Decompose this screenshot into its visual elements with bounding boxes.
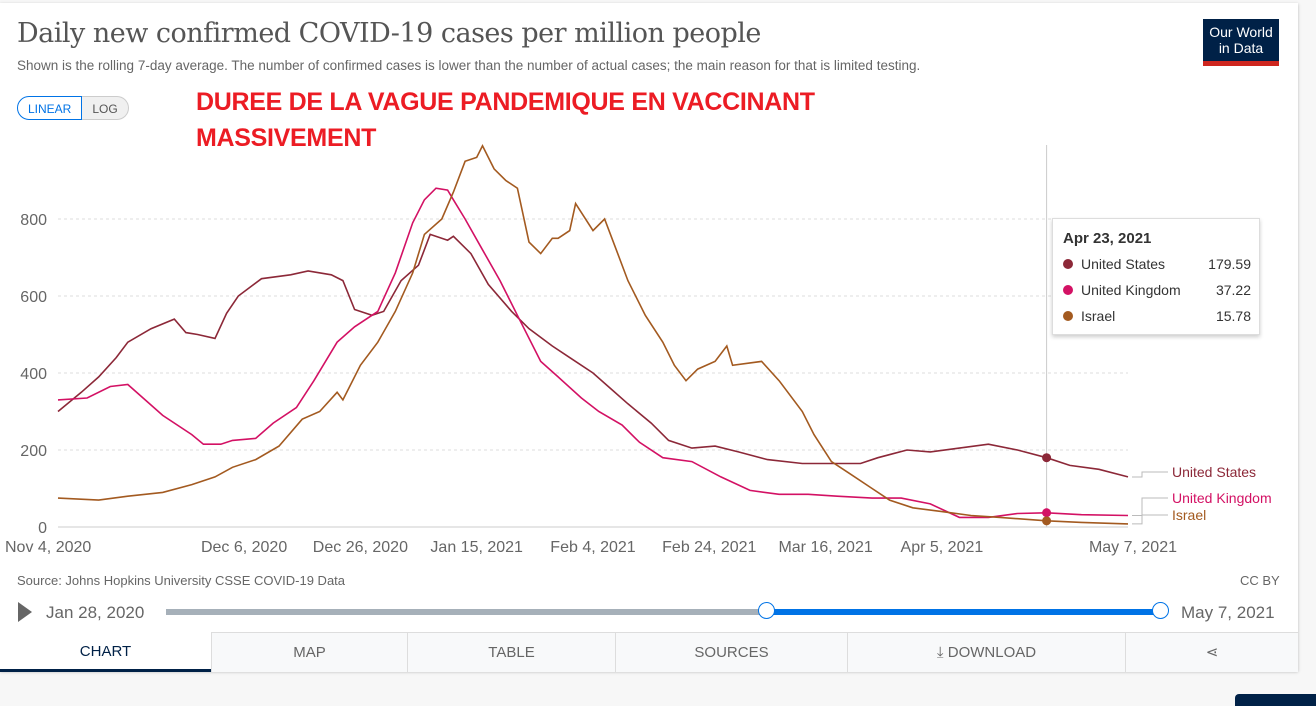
owid-logo[interactable]: Our World in Data [1203,19,1279,66]
tab-map[interactable]: MAP [211,632,407,672]
tab-sources[interactable]: SOURCES [615,632,847,672]
y-tick-label: 200 [20,443,47,460]
logo-line1: Our World [1209,24,1273,40]
timeline-selected-range[interactable] [766,609,1161,615]
download-label: DOWNLOAD [947,644,1037,661]
share-icon: ⋖ [1205,644,1219,661]
legend-leader-line [1132,497,1168,516]
series-dot-icon [1063,311,1073,321]
source-text: Source: Johns Hopkins University CSSE CO… [17,573,346,588]
series-end-label: United Kingdom [1172,490,1272,506]
tooltip-value: 37.22 [1215,282,1251,298]
x-tick-label: Feb 24, 2021 [662,539,756,556]
tooltip-name: United Kingdom [1081,282,1181,298]
series-end-label: United States [1172,464,1256,480]
y-tick-label: 0 [38,520,47,537]
x-tick-label: Dec 6, 2020 [201,539,287,556]
timeline-start-label: Jan 28, 2020 [46,603,145,622]
annotation-line1: DUREE DE LA VAGUE PANDEMIQUE EN VACCINAN… [196,88,815,116]
highlight-point [1042,453,1052,463]
highlight-point [1042,508,1052,518]
highlight-point [1042,516,1052,526]
legend-leader-line [1132,471,1168,478]
tooltip-value: 179.59 [1208,256,1251,272]
tab-chart[interactable]: CHART [0,632,211,672]
x-tick-label: Nov 4, 2020 [5,539,91,556]
license-link[interactable]: CC BY [1240,573,1280,588]
chart-title: Daily new confirmed COVID-19 cases per m… [17,18,761,49]
series-line-united-kingdom [57,187,1129,519]
scale-toggle: LINEAR LOG [17,96,129,120]
tooltip-row: United Kingdom 37.22 [1063,282,1251,298]
x-tick-label: Jan 15, 2021 [430,539,523,556]
tooltip-name: Israel [1081,308,1116,324]
series-line-united-states [57,233,1129,478]
tooltip: Apr 23, 2021 United States 179.59 United … [1052,218,1260,335]
timeline-end-label: May 7, 2021 [1181,603,1275,622]
share-button[interactable]: ⋖ [1125,632,1298,672]
tab-table[interactable]: TABLE [407,632,615,672]
tab-download[interactable]: ⤓ DOWNLOAD [847,632,1125,672]
tooltip-name: United States [1081,256,1166,272]
series-dot-icon [1063,285,1073,295]
timeline-end-handle[interactable] [1152,602,1169,619]
x-tick-label: Apr 5, 2021 [901,539,984,556]
tooltip-row: United States 179.59 [1063,256,1251,272]
y-tick-label: 400 [20,366,47,383]
timeline-track[interactable] [166,609,766,615]
linear-button[interactable]: LINEAR [17,96,83,120]
x-tick-label: Feb 4, 2021 [550,539,636,556]
tooltip-value: 15.78 [1215,308,1251,324]
timeline-start-handle[interactable] [758,602,775,619]
logo-line2: in Data [1218,40,1264,56]
series-dot-icon [1063,259,1073,269]
tooltip-row: Israel 15.78 [1063,308,1251,324]
x-tick-label: May 7, 2021 [1089,539,1177,556]
play-icon[interactable] [18,602,32,622]
y-tick-label: 800 [20,212,47,229]
download-icon: ⤓ [936,644,948,661]
legend-leader-line [1132,514,1168,525]
y-tick-label: 600 [20,289,47,306]
log-button[interactable]: LOG [82,96,129,120]
annotation-line2: MASSIVEMENT [196,124,377,152]
corner-widget [1235,694,1316,706]
tooltip-date: Apr 23, 2021 [1063,230,1152,247]
tab-bar: CHART MAP TABLE SOURCES ⤓ DOWNLOAD ⋖ [0,632,1298,672]
x-tick-label: Dec 26, 2020 [313,539,408,556]
series-end-label: Israel [1172,507,1206,523]
series-line-israel [57,144,1129,525]
chart-subtitle: Shown is the rolling 7-day average. The … [17,58,921,73]
x-tick-label: Mar 16, 2021 [778,539,872,556]
